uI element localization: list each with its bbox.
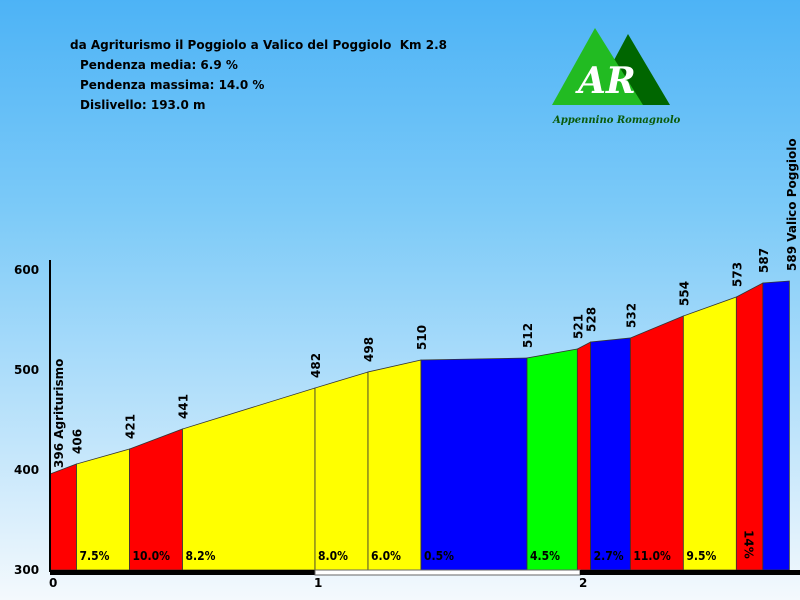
elevation-label: 482 [309,353,323,378]
average-grade: Pendenza media: 6.9 % [80,58,238,72]
elevation-label: 421 [124,414,138,439]
grade-label: 8.2% [186,549,216,563]
x-axis-bar-km0 [50,570,315,575]
elevation-label: 406 [71,429,85,454]
elevation-label: 521 [571,314,585,339]
profile-segment [526,348,578,571]
elevation-label: 589 Valico Poggiolo [785,138,799,271]
x-axis-bar-km1 [314,569,581,576]
max-grade: Pendenza massima: 14.0 % [80,78,265,92]
x-tick-label: 2 [579,576,587,590]
x-tick-label: 1 [314,576,322,590]
profile-segment [735,282,764,571]
y-tick-label: 500 [14,363,39,377]
profile-segment [49,463,77,571]
y-tick-label: 600 [14,263,39,277]
profile-segment [367,359,422,571]
elevation-label: 512 [521,323,535,348]
elevation-label: 587 [757,248,771,273]
grade-label: 9.5% [686,549,716,563]
elevation-label: 498 [362,337,376,362]
profile-segment [182,387,316,571]
y-tick-label: 300 [14,563,39,577]
logo-letters: AR [575,60,636,102]
grade-label: 14% [741,530,755,559]
grade-label: 8.0% [318,549,348,563]
profile-segment [629,315,684,571]
grade-label: 6.0% [371,549,401,563]
elevation-label: 510 [415,325,429,350]
profile-segment [682,296,737,571]
grade-label: 7.5% [80,549,110,563]
elevation-label: 532 [624,303,638,328]
grade-label: 11.0% [633,549,671,563]
x-axis-bar-km2 [580,570,800,575]
profile-segment [590,337,631,571]
grade-label: 10.0% [133,549,171,563]
appennino-romagnolo-logo: AR Appennino Romagnolo [552,28,681,126]
elevation-label: 441 [177,394,191,419]
grade-label: 4.5% [530,549,560,563]
profile-title: da Agriturismo il Poggiolo a Valico del … [70,38,447,52]
profile-segment [314,371,369,571]
profile-segment [420,357,528,571]
elevation-label: 573 [730,262,744,287]
profile-segment [762,280,790,571]
logo-light-mountain [552,28,643,105]
elevation-gain: Dislivello: 193.0 m [80,98,206,112]
y-tick-label: 400 [14,463,39,477]
elevation-label: 396 Agriturismo [52,359,66,468]
logo-caption: Appennino Romagnolo [552,115,681,126]
elevation-label: 554 [677,281,691,306]
x-tick-label: 0 [49,576,57,590]
grade-label: 2.7% [594,549,624,563]
elevation-label: 528 [585,307,599,332]
profile-segment [576,341,591,571]
grade-label: 0.5% [424,549,454,563]
